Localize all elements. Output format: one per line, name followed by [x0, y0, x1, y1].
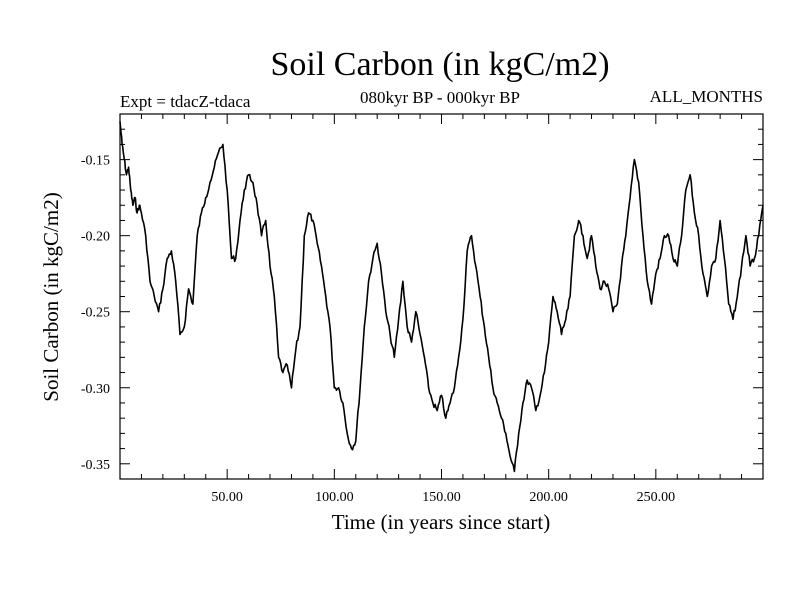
tick-labels: 50.00 100.00 150.00 200.00 250.00 -0.35 -0.30 -…: [81, 154, 675, 505]
x-tick-label: 250.00: [637, 490, 676, 505]
x-axis-label: Time (in years since start): [332, 510, 551, 534]
y-tick-label: -0.20: [81, 230, 110, 245]
y-tick-label: -0.25: [81, 306, 110, 321]
series-line: [119, 121, 764, 473]
x-tick-label: 150.00: [422, 490, 461, 505]
experiment-label: Expt = tdacZ-tdaca: [120, 92, 251, 111]
chart-title: Soil Carbon (in kgC/m2): [270, 46, 609, 83]
months-label: ALL_MONTHS: [650, 87, 763, 106]
axis-ticks: [120, 113, 763, 480]
y-tick-label: -0.15: [81, 154, 110, 169]
y-axis-label: Soil Carbon (in kgC/m2): [39, 192, 63, 401]
y-tick-label: -0.35: [81, 458, 110, 473]
x-tick-label: 50.00: [211, 490, 243, 505]
plot-frame: [119, 113, 764, 480]
x-tick-label: 200.00: [529, 490, 568, 505]
x-tick-label: 100.00: [315, 490, 354, 505]
period-label: 080kyr BP - 000kyr BP: [360, 88, 520, 107]
y-tick-label: -0.30: [81, 382, 110, 397]
